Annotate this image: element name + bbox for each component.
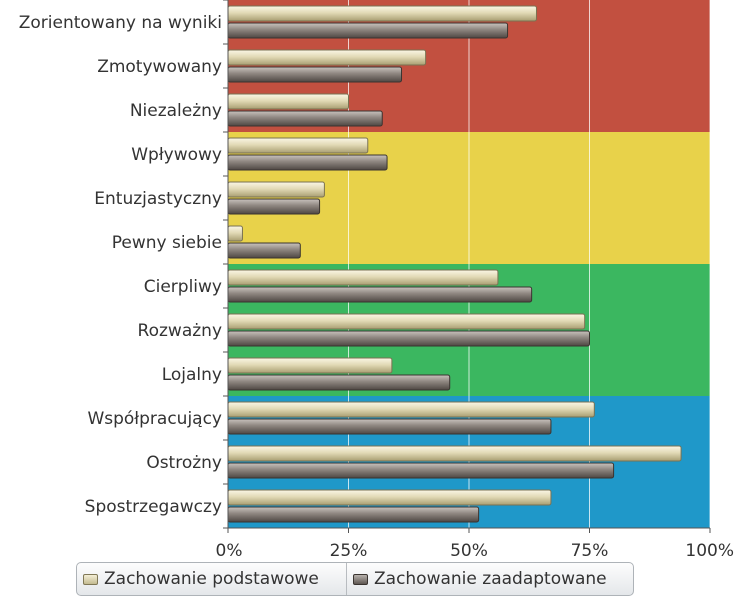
x-tick-label-0: 0% (216, 541, 243, 560)
bars (227, 5, 682, 523)
x-tick-label-2: 50% (450, 541, 488, 560)
category-label-10: Ostrożny (146, 453, 222, 473)
bar-podstawowe-1 (227, 49, 427, 66)
legend: Zachowanie podstawowe Zachowanie zaadapt… (76, 562, 634, 596)
category-label-0: Zorientowany na wyniki (19, 13, 222, 33)
bar-zaadaptowane-11 (227, 506, 480, 523)
legend-swatch-podstawowe (83, 573, 98, 585)
bar-zaadaptowane-7 (227, 330, 590, 347)
bar-podstawowe-0 (227, 5, 537, 22)
bar-podstawowe-3 (227, 137, 369, 154)
bar-zaadaptowane-3 (227, 154, 388, 171)
axes (223, 0, 711, 533)
bar-podstawowe-11 (227, 489, 552, 506)
category-label-3: Wpływowy (131, 145, 222, 165)
category-labels: Zorientowany na wyniki Zmotywowany Niezale… (19, 13, 222, 517)
x-tick-labels: 0% 25% 50% 75% 100% (216, 541, 734, 560)
bar-zaadaptowane-0 (227, 22, 509, 39)
bar-podstawowe-4 (227, 181, 325, 198)
bar-podstawowe-5 (227, 225, 243, 242)
bar-zaadaptowane-4 (227, 198, 321, 215)
bar-podstawowe-2 (227, 93, 349, 110)
bar-podstawowe-6 (227, 269, 499, 286)
category-label-5: Pewny siebie (112, 233, 222, 253)
bar-zaadaptowane-6 (227, 286, 533, 303)
bar-zaadaptowane-9 (227, 418, 552, 435)
bar-podstawowe-10 (227, 445, 682, 462)
bar-zaadaptowane-8 (227, 374, 451, 391)
bar-zaadaptowane-5 (227, 242, 301, 259)
legend-swatch-zaadaptowane (353, 573, 368, 585)
category-label-7: Rozważny (138, 321, 222, 341)
grid-lines (348, 0, 711, 528)
legend-item-podstawowe: Zachowanie podstawowe (77, 563, 346, 595)
x-tick-label-4: 100% (685, 541, 734, 560)
category-label-2: Niezależny (130, 101, 222, 121)
legend-label-podstawowe: Zachowanie podstawowe (104, 569, 319, 589)
bar-podstawowe-9 (227, 401, 595, 418)
legend-item-zaadaptowane: Zachowanie zaadaptowane (346, 563, 607, 595)
category-label-4: Entuzjastyczny (94, 189, 222, 209)
category-label-9: Współpracujący (87, 409, 222, 429)
x-tick-label-3: 75% (571, 541, 609, 560)
bar-zaadaptowane-2 (227, 110, 383, 127)
bar-zaadaptowane-10 (227, 462, 615, 479)
x-tick-label-1: 25% (330, 541, 368, 560)
bar-podstawowe-8 (227, 357, 393, 374)
bar-podstawowe-7 (227, 313, 586, 330)
category-label-6: Cierpliwy (144, 277, 222, 297)
category-label-1: Zmotywowany (97, 57, 222, 77)
category-label-8: Lojalny (162, 365, 222, 385)
legend-label-zaadaptowane: Zachowanie zaadaptowane (374, 569, 607, 589)
bar-zaadaptowane-1 (227, 66, 403, 83)
bar-chart: Zorientowany na wyniki Zmotywowany Niezale… (19, 0, 734, 560)
category-label-11: Spostrzegawczy (85, 497, 222, 517)
